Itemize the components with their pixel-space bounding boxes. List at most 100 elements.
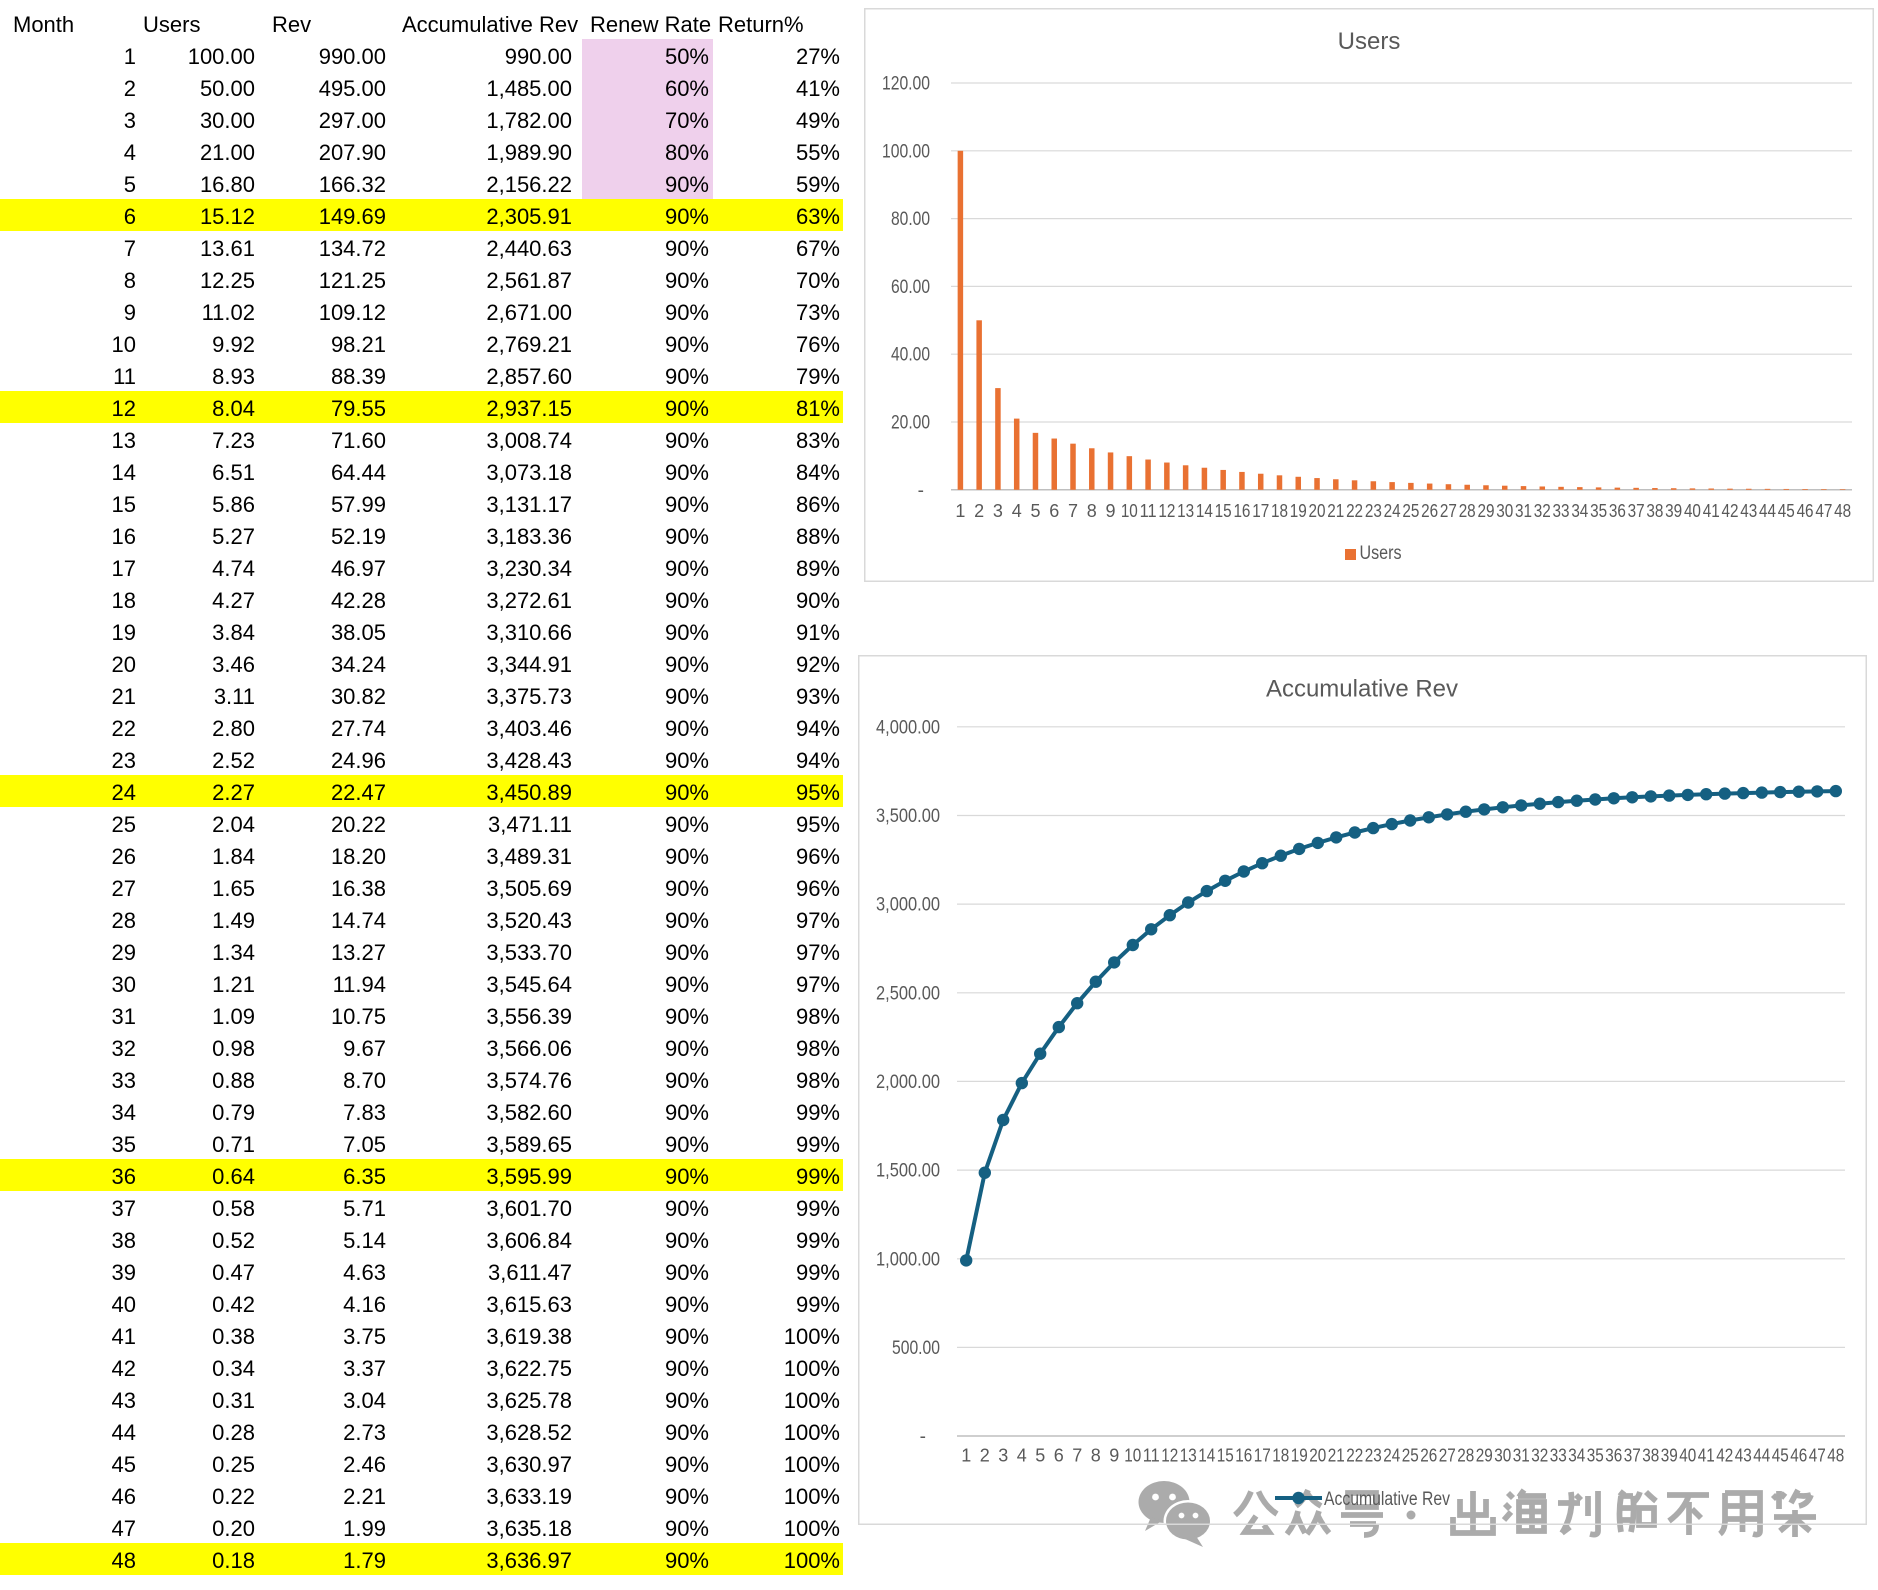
svg-text:13: 13	[1180, 1446, 1197, 1466]
svg-text:44: 44	[1759, 501, 1776, 521]
svg-text:45: 45	[1778, 501, 1795, 521]
svg-text:46: 46	[1797, 501, 1814, 521]
svg-text:4: 4	[1017, 1446, 1027, 1466]
svg-text:32: 32	[1531, 1446, 1548, 1466]
svg-text:37: 37	[1628, 501, 1645, 521]
svg-text:39: 39	[1665, 501, 1682, 521]
svg-text:10: 10	[1124, 1446, 1141, 1466]
svg-text:15: 15	[1217, 1446, 1234, 1466]
svg-text:120.00: 120.00	[882, 74, 930, 95]
svg-text:24: 24	[1384, 501, 1401, 521]
svg-text:3: 3	[998, 1446, 1008, 1466]
svg-text:43: 43	[1740, 501, 1757, 521]
svg-text:42: 42	[1716, 1446, 1733, 1466]
svg-text:18: 18	[1271, 501, 1288, 521]
svg-text:1: 1	[955, 501, 965, 521]
svg-text:100.00: 100.00	[882, 141, 930, 162]
svg-text:44: 44	[1753, 1446, 1770, 1466]
svg-text:21: 21	[1328, 1446, 1345, 1466]
svg-text:60.00: 60.00	[891, 277, 930, 298]
svg-text:14: 14	[1196, 501, 1213, 521]
svg-text:4,000.00: 4,000.00	[876, 717, 940, 738]
svg-text:40: 40	[1679, 1446, 1696, 1466]
svg-text:19: 19	[1290, 501, 1307, 521]
svg-text:17: 17	[1252, 501, 1269, 521]
svg-text:2,000.00: 2,000.00	[876, 1072, 940, 1093]
svg-text:14: 14	[1198, 1446, 1215, 1466]
svg-text:47: 47	[1815, 501, 1832, 521]
svg-text:10: 10	[1121, 501, 1138, 521]
svg-text:25: 25	[1402, 501, 1419, 521]
svg-text:37: 37	[1624, 1446, 1641, 1466]
svg-text:16: 16	[1235, 1446, 1252, 1466]
svg-text:47: 47	[1809, 1446, 1826, 1466]
svg-text:9: 9	[1109, 1446, 1119, 1466]
svg-text:20: 20	[1309, 501, 1326, 521]
svg-text:3,000.00: 3,000.00	[876, 895, 940, 916]
svg-text:43: 43	[1735, 1446, 1752, 1466]
svg-text:45: 45	[1772, 1446, 1789, 1466]
svg-text:20: 20	[1309, 1446, 1326, 1466]
svg-text:28: 28	[1459, 501, 1476, 521]
svg-text:Users: Users	[1360, 543, 1402, 564]
svg-text:29: 29	[1476, 1446, 1493, 1466]
svg-text:80.00: 80.00	[891, 209, 930, 230]
svg-text:16: 16	[1233, 501, 1250, 521]
svg-text:38: 38	[1642, 1446, 1659, 1466]
svg-text:19: 19	[1291, 1446, 1308, 1466]
svg-text:35: 35	[1590, 501, 1607, 521]
svg-text:8: 8	[1087, 501, 1097, 521]
svg-text:2: 2	[980, 1446, 990, 1466]
svg-text:6: 6	[1054, 1446, 1064, 1466]
svg-text:27: 27	[1439, 1446, 1456, 1466]
svg-text:22: 22	[1346, 501, 1363, 521]
svg-text:42: 42	[1721, 501, 1738, 521]
svg-text:-: -	[920, 1427, 926, 1448]
svg-text:Users: Users	[1338, 28, 1401, 55]
svg-text:30: 30	[1496, 501, 1513, 521]
svg-text:5: 5	[1030, 501, 1040, 521]
svg-text:48: 48	[1827, 1446, 1844, 1466]
svg-text:4: 4	[1012, 501, 1022, 521]
svg-text:35: 35	[1587, 1446, 1604, 1466]
svg-text:41: 41	[1703, 501, 1720, 521]
svg-text:15: 15	[1215, 501, 1232, 521]
svg-text:11: 11	[1143, 1446, 1160, 1466]
svg-text:23: 23	[1365, 1446, 1382, 1466]
svg-text:31: 31	[1513, 1446, 1530, 1466]
svg-text:9: 9	[1106, 501, 1116, 521]
svg-text:21: 21	[1327, 501, 1344, 521]
svg-text:24: 24	[1383, 1446, 1400, 1466]
svg-text:1: 1	[961, 1446, 971, 1466]
svg-text:Accumulative Rev: Accumulative Rev	[1324, 1489, 1450, 1510]
svg-text:18: 18	[1272, 1446, 1289, 1466]
svg-text:40: 40	[1684, 501, 1701, 521]
svg-text:11: 11	[1140, 501, 1157, 521]
svg-text:36: 36	[1609, 501, 1626, 521]
svg-text:38: 38	[1646, 501, 1663, 521]
svg-text:20.00: 20.00	[891, 413, 930, 434]
svg-text:32: 32	[1534, 501, 1551, 521]
svg-text:13: 13	[1177, 501, 1194, 521]
svg-text:Accumulative Rev: Accumulative Rev	[1266, 676, 1458, 703]
svg-text:12: 12	[1158, 501, 1175, 521]
svg-text:7: 7	[1068, 501, 1078, 521]
svg-text:33: 33	[1553, 501, 1570, 521]
svg-text:26: 26	[1420, 1446, 1437, 1466]
svg-text:500.00: 500.00	[892, 1338, 940, 1359]
svg-text:33: 33	[1550, 1446, 1567, 1466]
svg-text:23: 23	[1365, 501, 1382, 521]
svg-text:27: 27	[1440, 501, 1457, 521]
svg-text:2: 2	[974, 501, 984, 521]
svg-text:48: 48	[1834, 501, 1851, 521]
svg-text:7: 7	[1072, 1446, 1082, 1466]
svg-text:36: 36	[1605, 1446, 1622, 1466]
svg-text:5: 5	[1035, 1446, 1045, 1466]
svg-text:28: 28	[1457, 1446, 1474, 1466]
svg-text:8: 8	[1091, 1446, 1101, 1466]
svg-text:30: 30	[1494, 1446, 1511, 1466]
svg-text:2,500.00: 2,500.00	[876, 983, 940, 1004]
svg-text:1,000.00: 1,000.00	[876, 1249, 940, 1270]
svg-text:26: 26	[1421, 501, 1438, 521]
svg-text:31: 31	[1515, 501, 1532, 521]
